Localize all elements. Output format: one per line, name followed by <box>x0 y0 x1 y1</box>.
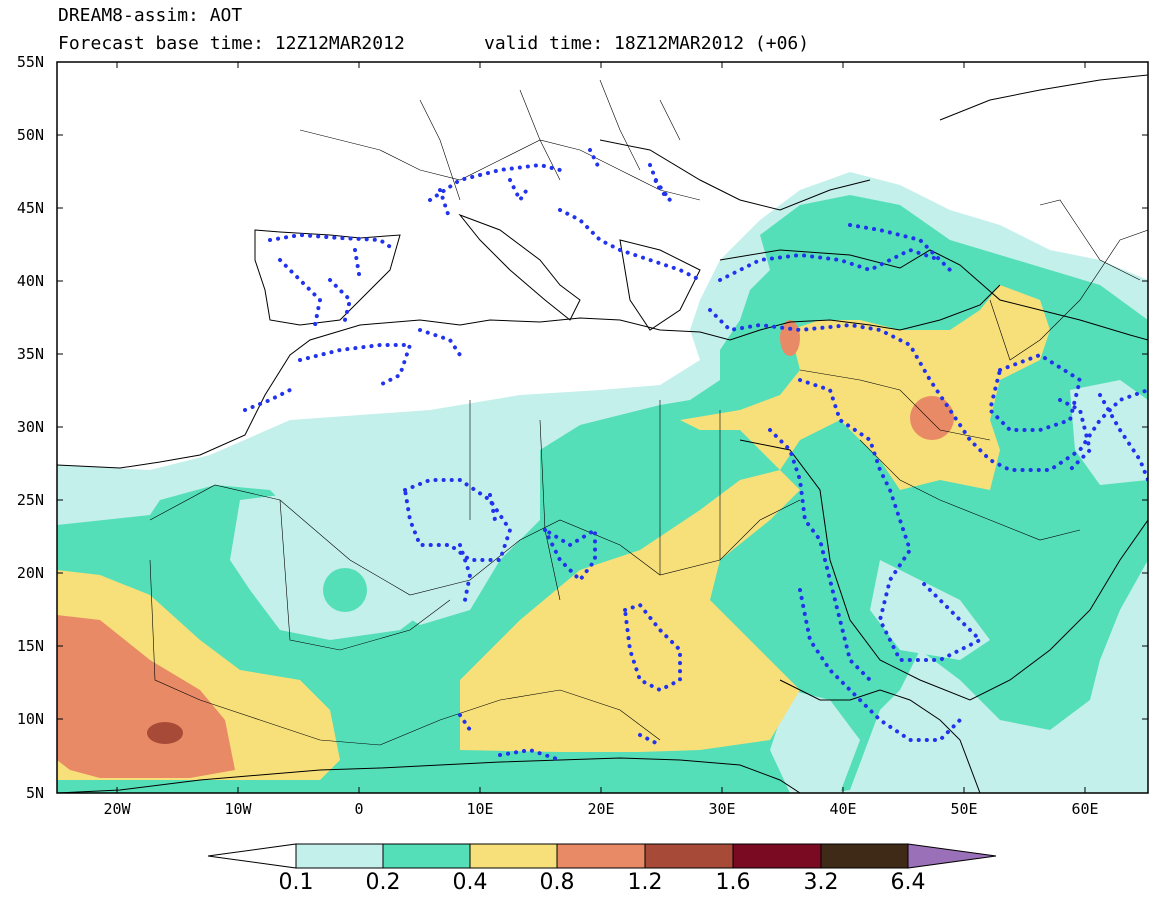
aot-0.1-sahara-pocket <box>230 470 540 640</box>
colorbar-bin-0.2 <box>382 843 471 869</box>
lon-label: 20E <box>587 800 615 818</box>
lon-label: 40E <box>829 800 857 818</box>
lat-label: 40N <box>16 272 44 290</box>
aot-0.8-region <box>57 615 235 778</box>
colorbar-bin-0.4 <box>469 843 558 869</box>
colorbar-under-arrow <box>207 843 297 869</box>
lat-label: 5N <box>25 784 44 802</box>
aot-0.1-redsea-pocket <box>770 690 860 793</box>
lat-label: 30N <box>16 418 44 436</box>
lat-label: 25N <box>16 491 44 509</box>
lat-label: 20N <box>16 564 44 582</box>
lon-label: 50E <box>950 800 978 818</box>
aot-1.2-region <box>147 722 183 744</box>
colorbar-label: 0.2 <box>365 870 401 895</box>
assimilation-contours <box>243 148 1148 762</box>
aot-0.1-arabia-pocket <box>870 560 990 660</box>
chart-subtitle: Forecast base time: 12Z12MAR2012 valid ti… <box>58 33 809 54</box>
colorbar-bin-1.2 <box>644 843 734 869</box>
lon-label: 10E <box>466 800 494 818</box>
colorbar-label: 0.4 <box>452 870 488 895</box>
colorbar-bin-3.2 <box>820 843 909 869</box>
colorbar-label: 0.1 <box>278 870 314 895</box>
colorbar-over-arrow <box>907 843 997 869</box>
aot-0.8-levant-blob <box>780 320 800 356</box>
colorbar-label: 1.2 <box>627 870 663 895</box>
axis-ticks <box>57 61 1148 794</box>
lat-label: 55N <box>16 53 44 71</box>
coastlines <box>57 74 1148 793</box>
valid-time: valid time: 18Z12MAR2012 (+06) <box>484 33 810 54</box>
colorbar-bin-1.6 <box>732 843 822 869</box>
lon-label: 0 <box>354 800 364 818</box>
colorbar-label: 0.8 <box>539 870 575 895</box>
lon-label: 60E <box>1071 800 1099 818</box>
lat-label: 10N <box>16 710 44 728</box>
aot-0.8-iraq-blob <box>910 396 954 440</box>
lat-label: 35N <box>16 345 44 363</box>
lon-label: 30E <box>708 800 736 818</box>
aot-0.4-region <box>57 285 1050 780</box>
colorbar-bin-0.8 <box>556 843 646 869</box>
colorbar-label: 3.2 <box>803 870 839 895</box>
colorbar-bin-0.1 <box>295 843 384 869</box>
lat-label: 50N <box>16 126 44 144</box>
chart-title: DREAM8-assim: AOT <box>58 5 243 26</box>
aot-field <box>57 62 1148 793</box>
aot-0.2-islet <box>323 568 367 612</box>
colorbar-label: 1.6 <box>715 870 751 895</box>
forecast-base-time: Forecast base time: 12Z12MAR2012 <box>58 33 405 54</box>
aot-0.1-iran-pocket <box>1070 380 1148 485</box>
lon-label: 20W <box>103 800 131 818</box>
lon-label: 10W <box>224 800 252 818</box>
lat-label: 15N <box>16 637 44 655</box>
country-borders <box>149 79 1148 746</box>
lat-label: 45N <box>16 199 44 217</box>
colorbar <box>207 843 997 869</box>
colorbar-label: 6.4 <box>890 870 926 895</box>
